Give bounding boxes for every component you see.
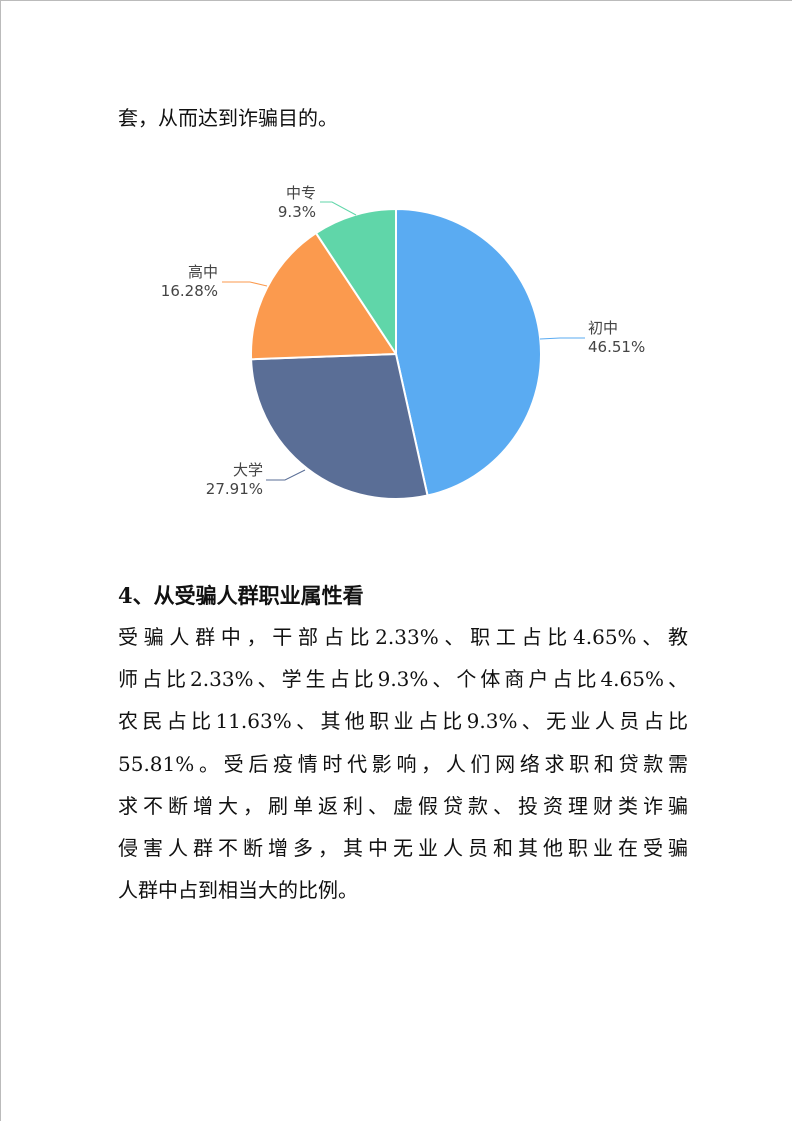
slice-label: 初中 <box>588 319 618 337</box>
body-line: 侵害人群不断增多，其中无业人员和其他职业在受骗 <box>118 836 688 860</box>
body-line: 受骗人群中，干部占比2.33%、职工占比4.65%、教 <box>118 625 688 649</box>
slice-label: 高中 <box>188 263 218 281</box>
body-line: 农民占比11.63%、其他职业占比9.3%、无业人员占比 <box>118 709 688 734</box>
body-line: 人群中占到相当大的比例。 <box>118 878 358 903</box>
pie-slice <box>315 208 397 355</box>
slice-value-label: 46.51% <box>588 338 645 356</box>
slice-label: 中专 <box>286 184 316 202</box>
body-line: 55.81%。受后疫情时代影响，人们网络求职和贷款需 <box>118 751 688 776</box>
leader-line <box>539 337 585 340</box>
slice-label: 大学 <box>233 461 263 479</box>
leader-line <box>320 201 357 216</box>
slice-value-label: 27.91% <box>206 480 263 498</box>
slice-value-label: 16.28% <box>161 282 218 300</box>
pie-slice <box>250 353 429 500</box>
body-line: 求不断增大，刷单返利、虚假贷款、投资理财类诈骗 <box>118 793 688 818</box>
slice-value-label: 9.3% <box>278 203 316 221</box>
leader-line <box>266 469 306 481</box>
body-line: 师占比2.33%、学生占比9.3%、个体商户占比4.65%、 <box>118 667 688 692</box>
leader-line <box>222 281 268 287</box>
section-heading: 4、从受骗人群职业属性看 <box>118 583 364 608</box>
intro-text: 套，从而达到诈骗目的。 <box>118 106 338 130</box>
pie-slice <box>250 232 397 361</box>
pie-slice <box>395 208 542 497</box>
